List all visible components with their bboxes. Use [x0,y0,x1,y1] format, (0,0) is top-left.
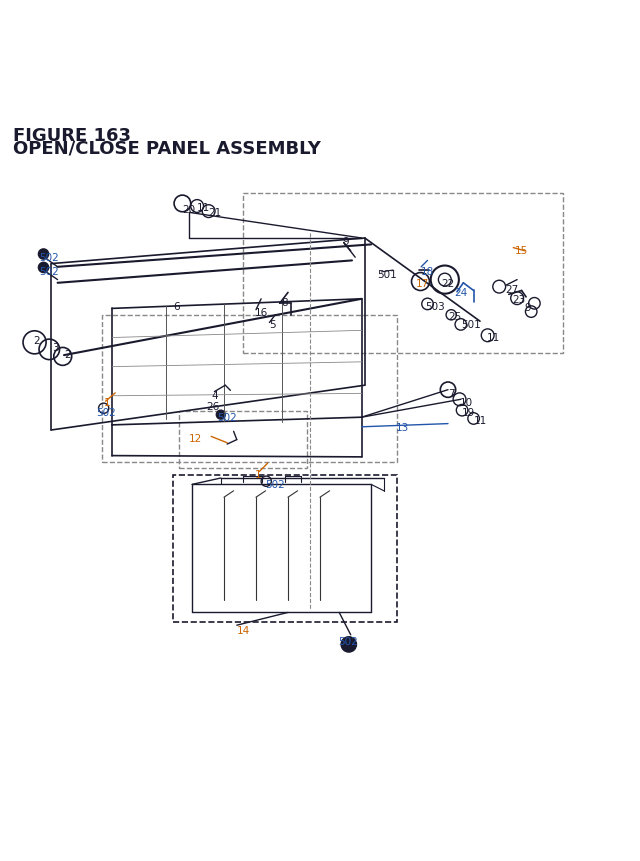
Text: 24: 24 [454,288,468,298]
Circle shape [341,637,356,653]
Text: 9: 9 [342,236,349,246]
Text: 502: 502 [40,253,60,263]
Text: 501: 501 [378,270,397,280]
Text: 8: 8 [282,298,288,307]
Text: 17: 17 [416,278,429,288]
Text: 502: 502 [266,480,285,490]
Text: 20: 20 [182,205,196,215]
Text: 11: 11 [196,203,210,213]
Text: 502: 502 [218,412,237,423]
Text: 10: 10 [460,398,473,408]
Text: 18: 18 [421,267,435,277]
Text: 26: 26 [206,402,220,412]
Text: 502: 502 [40,267,60,277]
Text: 5: 5 [269,320,275,330]
Text: OPEN/CLOSE PANEL ASSEMBLY: OPEN/CLOSE PANEL ASSEMBLY [13,139,321,158]
Text: 27: 27 [506,285,519,294]
Text: 11: 11 [474,415,487,425]
Text: 19: 19 [462,407,476,418]
Circle shape [38,263,49,273]
Text: 14: 14 [237,625,250,635]
Text: 21: 21 [208,208,221,218]
Text: 6: 6 [173,302,179,313]
Circle shape [216,411,225,419]
Text: 12: 12 [189,433,202,443]
Text: 2: 2 [64,350,70,360]
Text: 4: 4 [211,390,218,400]
Text: 9: 9 [525,303,531,313]
Text: 23: 23 [512,294,525,305]
Text: 1: 1 [104,398,110,408]
Text: 7: 7 [448,388,454,399]
Circle shape [38,250,49,260]
Text: 1: 1 [255,469,261,479]
Text: 502: 502 [338,636,358,647]
Text: 25: 25 [448,312,461,322]
Text: 503: 503 [426,302,445,313]
Text: 3: 3 [52,343,59,352]
Text: 13: 13 [396,422,409,432]
Text: 2: 2 [33,336,40,346]
Text: 16: 16 [255,307,268,317]
Text: FIGURE 163: FIGURE 163 [13,127,131,145]
Text: 15: 15 [515,245,529,255]
Text: 501: 501 [461,320,481,330]
Text: 502: 502 [96,407,116,418]
Text: 11: 11 [486,333,500,343]
Text: 22: 22 [442,278,455,288]
